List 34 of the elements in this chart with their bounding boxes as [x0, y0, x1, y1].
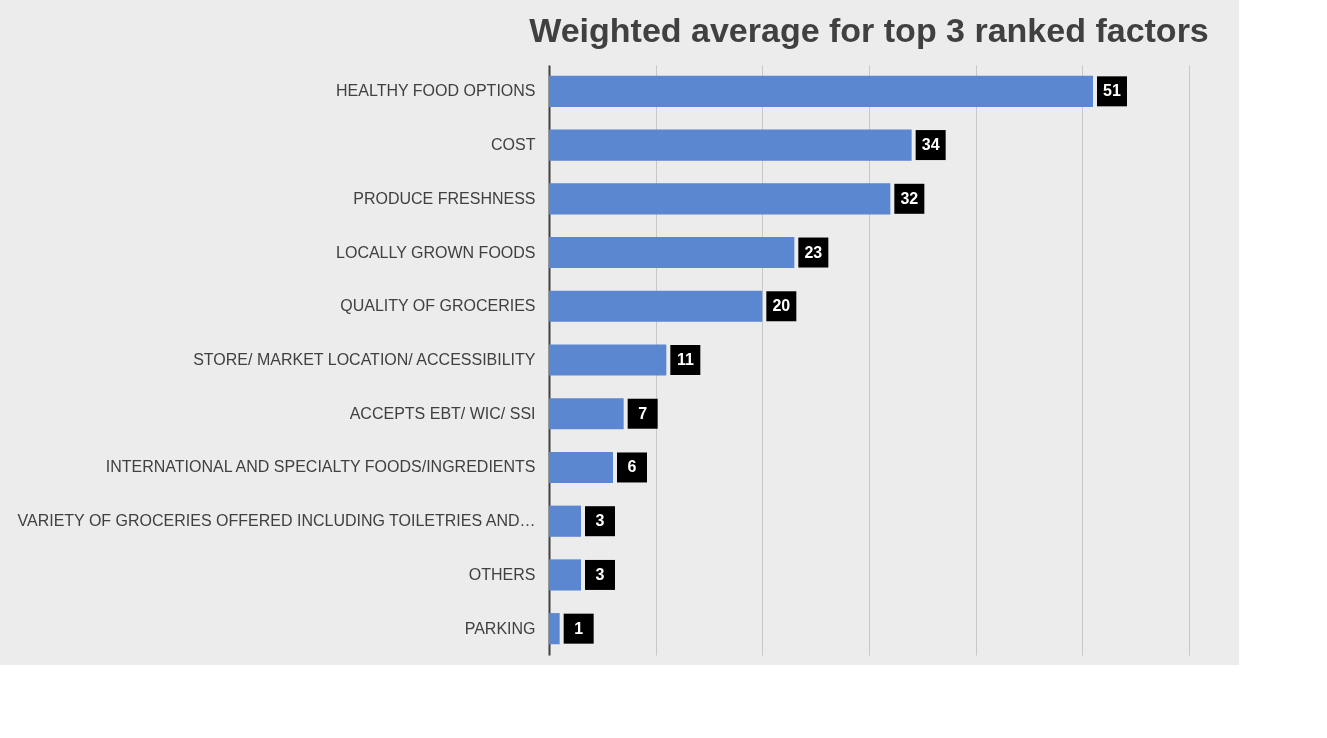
bar — [549, 236, 795, 269]
data-label: 7 — [638, 404, 648, 422]
data-label: 6 — [627, 458, 637, 476]
bar — [549, 290, 763, 322]
bar — [549, 451, 613, 484]
y-tick-label: STORE/ MARKET LOCATION/ ACCESSIBILITY — [193, 351, 536, 368]
bar — [549, 75, 1093, 107]
data-label: 32 — [900, 189, 919, 207]
bar — [549, 505, 581, 537]
y-tick-label: VARIETY OF GROCERIES OFFERED INCLUDING TOILETRIES AND… — [17, 512, 536, 530]
data-label: 20 — [772, 297, 791, 315]
y-tick-label: PARKING — [464, 619, 536, 637]
bar — [549, 398, 624, 430]
bar — [549, 129, 912, 161]
data-label: 11 — [676, 351, 694, 368]
data-label: 23 — [804, 243, 823, 261]
y-tick-label: QUALITY OF GROCERIES — [340, 297, 536, 315]
bar — [549, 183, 891, 215]
y-tick-label: PRODUCE FRESHNESS — [353, 189, 536, 207]
y-tick-label: ACCEPTS EBT/ WIC/ SSI — [349, 404, 536, 422]
y-tick-label: HEALTHY FOOD OPTIONS — [336, 82, 536, 100]
y-tick-label: COST — [491, 136, 536, 154]
bar — [549, 559, 581, 591]
data-label: 51 — [1103, 82, 1121, 100]
bar — [549, 344, 667, 376]
y-tick-label: INTERNATIONAL AND SPECIALTY FOODS/INGREDIENTS — [105, 458, 536, 476]
chart-title: Weighted average for top 3 ranked factors — [529, 11, 1209, 49]
data-label: 3 — [595, 565, 605, 583]
y-tick-label: LOCALLY GROWN FOODS — [336, 243, 536, 261]
data-label: 1 — [574, 619, 584, 637]
data-label: 3 — [595, 512, 605, 530]
data-label: 34 — [921, 136, 940, 154]
bar — [549, 613, 560, 645]
y-tick-label: OTHERS — [468, 565, 536, 583]
